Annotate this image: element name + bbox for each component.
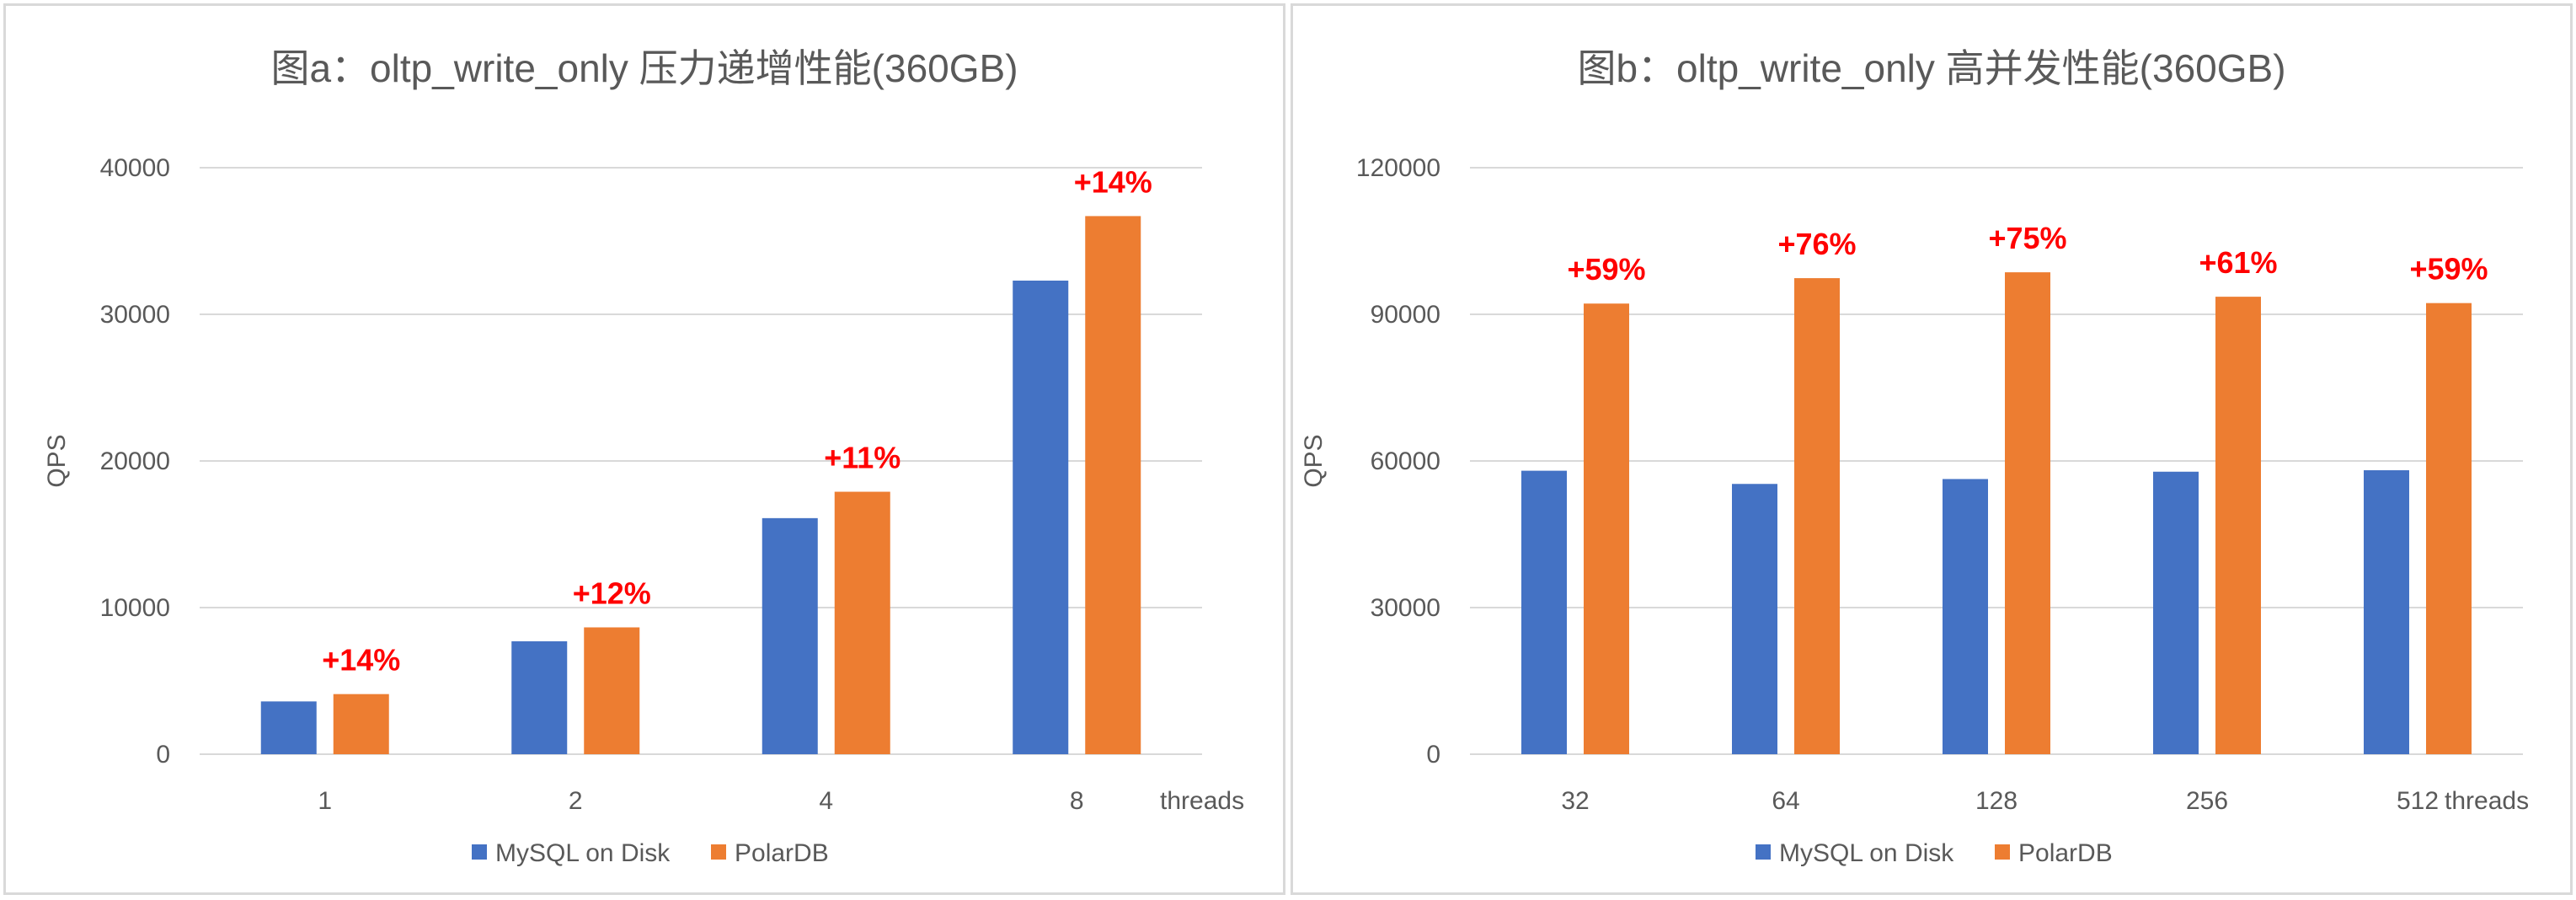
chart-b-legend: MySQL on Disk PolarDB <box>1756 839 2113 867</box>
legend-swatch-mysql <box>1756 844 1771 860</box>
y-tick-label: 10000 <box>100 594 170 622</box>
x-tick-label: 512 <box>2397 787 2439 815</box>
percent-annotation: +12% <box>573 576 651 610</box>
bar-mysql <box>1943 479 1988 754</box>
bar-polardb <box>834 491 890 754</box>
legend-swatch-polardb <box>711 844 726 860</box>
bar-mysql <box>1013 280 1069 755</box>
bar-mysql <box>1521 470 1567 754</box>
chart-a-xticks: 1 2 4 8 <box>318 787 1083 815</box>
chart-a-title: 图a：oltp_write_only 压力递增性能(360GB) <box>270 46 1018 90</box>
percent-annotation: +14% <box>1074 164 1152 199</box>
y-tick-label: 0 <box>156 741 170 769</box>
chart-a-svg: 图a：oltp_write_only 压力递增性能(360GB) QPS thr… <box>43 46 1244 867</box>
y-tick-label: 60000 <box>1371 447 1440 475</box>
percent-annotation: +11% <box>824 441 901 475</box>
x-tick-label: 4 <box>819 787 833 815</box>
legend-label-mysql: MySQL on Disk <box>1779 839 1954 867</box>
chart-b-xlabel: threads <box>2445 787 2529 815</box>
y-tick-label: 90000 <box>1371 301 1440 329</box>
bar-mysql <box>2153 471 2199 754</box>
legend-label-polardb: PolarDB <box>735 839 829 867</box>
chart-b-yticks: 0 30000 60000 90000 120000 <box>1356 154 1440 769</box>
bar-polardb <box>2005 272 2050 754</box>
y-tick-label: 30000 <box>100 301 170 329</box>
percent-annotation: +59% <box>2409 252 2488 287</box>
y-tick-label: 30000 <box>1371 594 1440 622</box>
bar-mysql <box>1732 484 1777 754</box>
y-tick-label: 40000 <box>100 154 170 182</box>
chart-b-ylabel: QPS <box>1300 434 1328 487</box>
x-tick-label: 256 <box>2186 787 2228 815</box>
chart-a-xlabel: threads <box>1160 787 1244 815</box>
bar-polardb <box>2215 297 2261 754</box>
legend-label-mysql: MySQL on Disk <box>495 839 671 867</box>
chart-panel-b: 图b：oltp_write_only 高并发性能(360GB) QPS thre… <box>1291 3 2573 895</box>
bar-mysql <box>762 517 818 754</box>
chart-b-annotations: +59% +76% +75% +61% +59% <box>1567 221 2488 287</box>
bar-mysql <box>2364 470 2409 754</box>
bar-polardb <box>1085 216 1141 754</box>
y-tick-label: 0 <box>1426 741 1440 769</box>
bar-polardb <box>333 694 389 754</box>
bar-mysql <box>260 701 317 754</box>
percent-annotation: +76% <box>1777 227 1856 261</box>
bar-polardb <box>584 627 640 754</box>
chart-a-annotations: +14% +12% +11% +14% <box>322 164 1152 677</box>
legend-swatch-polardb <box>1995 844 2010 860</box>
x-tick-label: 2 <box>569 787 583 815</box>
y-tick-label: 120000 <box>1356 154 1440 182</box>
x-tick-label: 32 <box>1561 787 1589 815</box>
chart-b-bars <box>1521 272 2472 755</box>
x-tick-label: 64 <box>1772 787 1799 815</box>
bar-polardb <box>2426 303 2472 754</box>
legend-swatch-mysql <box>472 844 487 860</box>
chart-a-ylabel: QPS <box>43 434 71 487</box>
x-tick-label: 1 <box>318 787 332 815</box>
chart-a-yticks: 0 10000 20000 30000 40000 <box>100 154 170 769</box>
bar-polardb <box>1584 303 1629 754</box>
legend-label-polardb: PolarDB <box>2018 839 2113 867</box>
chart-b-svg: 图b：oltp_write_only 高并发性能(360GB) QPS thre… <box>1300 46 2529 867</box>
bar-polardb <box>1794 278 1840 755</box>
x-tick-label: 128 <box>1975 787 2018 815</box>
chart-b-grid <box>1470 167 2523 755</box>
chart-a-legend: MySQL on Disk PolarDB <box>472 839 829 867</box>
percent-annotation: +14% <box>322 643 400 678</box>
chart-b-title: 图b：oltp_write_only 高并发性能(360GB) <box>1577 46 2285 90</box>
bar-mysql <box>511 641 568 754</box>
chart-panel-a: 图a：oltp_write_only 压力递增性能(360GB) QPS thr… <box>3 3 1285 895</box>
y-tick-label: 20000 <box>100 447 170 475</box>
chart-b-xticks: 32 64 128 256 512 <box>1561 787 2439 815</box>
chart-a-bars <box>260 216 1141 755</box>
percent-annotation: +75% <box>1988 221 2066 255</box>
percent-annotation: +59% <box>1567 252 1645 287</box>
x-tick-label: 8 <box>1070 787 1084 815</box>
percent-annotation: +61% <box>2199 245 2277 280</box>
